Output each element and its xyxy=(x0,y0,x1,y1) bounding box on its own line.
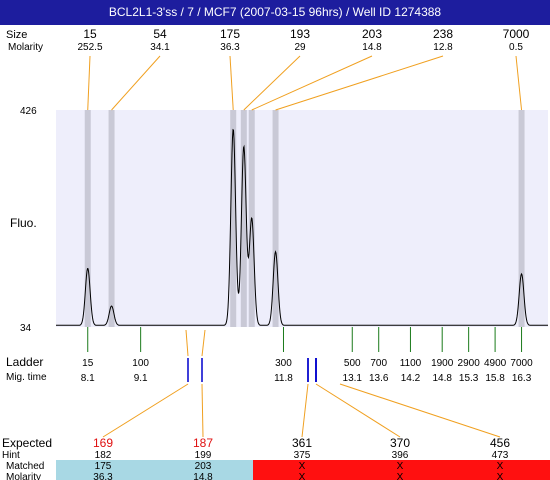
peak-size-label: 7000 xyxy=(503,27,530,41)
hint-value: 396 xyxy=(392,450,409,461)
plot-area xyxy=(56,110,548,327)
expected-value: 169 xyxy=(93,436,113,450)
matched-value: 175 xyxy=(95,461,112,472)
matched-value: X xyxy=(299,461,306,472)
peak-size-label: 238 xyxy=(433,27,453,41)
ladder-size-label: 100 xyxy=(132,358,149,369)
peak-molarity-label: 14.8 xyxy=(362,42,382,53)
expected-value: 361 xyxy=(292,436,312,450)
peak-size-label: 175 xyxy=(220,27,240,41)
peak-band xyxy=(84,110,91,327)
expected-row-label: Expected xyxy=(2,436,52,450)
ladder-time-label: 8.1 xyxy=(81,373,95,384)
peak-molarity-label: 252.5 xyxy=(77,42,102,53)
chart-title: BCL2L1-3'ss / 7 / MCF7 (2007-03-15 96hrs… xyxy=(0,0,550,25)
ladder-time-label: 14.8 xyxy=(432,373,452,384)
table-molarity-value: X xyxy=(299,472,306,480)
peak-size-label: 15 xyxy=(83,27,97,41)
matched-value: X xyxy=(497,461,504,472)
y-axis-label: Fluo. xyxy=(10,216,37,230)
size-row-label: Size xyxy=(6,29,27,41)
peak-molarity-label: 29 xyxy=(294,42,306,53)
peak-molarity-label: 36.3 xyxy=(220,42,240,53)
ladder-time-label: 13.6 xyxy=(369,373,389,384)
peak-connector xyxy=(87,55,91,111)
table-molarity-value: X xyxy=(397,472,404,480)
ladder-size-label: 1100 xyxy=(400,358,422,369)
hint-value: 375 xyxy=(294,450,311,461)
peak-connector xyxy=(515,55,523,111)
ladder-size-label: 2900 xyxy=(458,358,481,369)
ladder-time-label: 11.8 xyxy=(274,373,293,384)
peak-molarity-label: 34.1 xyxy=(150,42,170,53)
peak-connector xyxy=(251,55,373,111)
table-molarity-row-label: Molarity xyxy=(6,472,41,480)
hint-value: 473 xyxy=(492,450,509,461)
peak-connector xyxy=(243,55,301,111)
expected-value: 456 xyxy=(490,436,510,450)
expected-connector xyxy=(339,383,501,438)
peak-connector xyxy=(111,55,161,111)
peak-band xyxy=(272,110,279,327)
y-tick-label: 426 xyxy=(20,106,37,117)
expected-value: 370 xyxy=(390,436,410,450)
ladder-size-label: 700 xyxy=(370,358,387,369)
expected-connector xyxy=(201,383,204,438)
ladder-size-label: 1900 xyxy=(431,358,454,369)
peak-size-label: 193 xyxy=(290,27,310,41)
y-tick-label: 34 xyxy=(20,323,32,334)
found-peak-connector xyxy=(185,329,189,357)
matched-value: 203 xyxy=(195,461,212,472)
hint-row-label: Hint xyxy=(2,450,20,461)
peak-band xyxy=(108,110,115,327)
ladder-time-label: 13.1 xyxy=(343,373,363,384)
expected-connector xyxy=(102,383,189,438)
peak-band xyxy=(518,110,525,327)
matched-value: X xyxy=(397,461,404,472)
expected-connector xyxy=(301,383,309,438)
mig-time-row-label: Mig. time xyxy=(6,372,47,383)
peak-size-label: 203 xyxy=(362,27,382,41)
expected-connector xyxy=(315,383,401,438)
peak-connector xyxy=(229,55,234,111)
ladder-size-label: 15 xyxy=(82,358,94,369)
expected-value: 187 xyxy=(193,436,213,450)
table-molarity-value: 14.8 xyxy=(193,472,213,480)
matched-band xyxy=(56,460,253,480)
peak-size-label: 54 xyxy=(153,27,167,41)
ladder-size-label: 300 xyxy=(275,358,292,369)
table-molarity-value: X xyxy=(497,472,504,480)
molarity-row-label: Molarity xyxy=(8,42,43,53)
signal-trace xyxy=(56,128,548,326)
ladder-time-label: 16.3 xyxy=(512,373,532,384)
ladder-row-label: Ladder xyxy=(6,355,43,369)
hint-value: 199 xyxy=(195,450,212,461)
peak-connector xyxy=(275,55,444,111)
peak-molarity-label: 12.8 xyxy=(433,42,453,53)
unmatched-band xyxy=(253,460,550,480)
ladder-time-label: 15.3 xyxy=(459,373,479,384)
found-peak-connector xyxy=(201,329,206,357)
ladder-size-label: 4900 xyxy=(484,358,507,369)
peak-band xyxy=(240,110,247,327)
hint-value: 182 xyxy=(95,450,112,461)
matched-row-label: Matched xyxy=(6,461,44,472)
ladder-time-label: 14.2 xyxy=(401,373,421,384)
peak-band xyxy=(230,110,237,327)
peak-molarity-label: 0.5 xyxy=(509,42,523,53)
ladder-size-label: 7000 xyxy=(510,358,533,369)
ladder-time-label: 15.8 xyxy=(485,373,505,384)
table-molarity-value: 36.3 xyxy=(93,472,113,480)
ladder-time-label: 9.1 xyxy=(134,373,148,384)
ladder-size-label: 500 xyxy=(344,358,361,369)
